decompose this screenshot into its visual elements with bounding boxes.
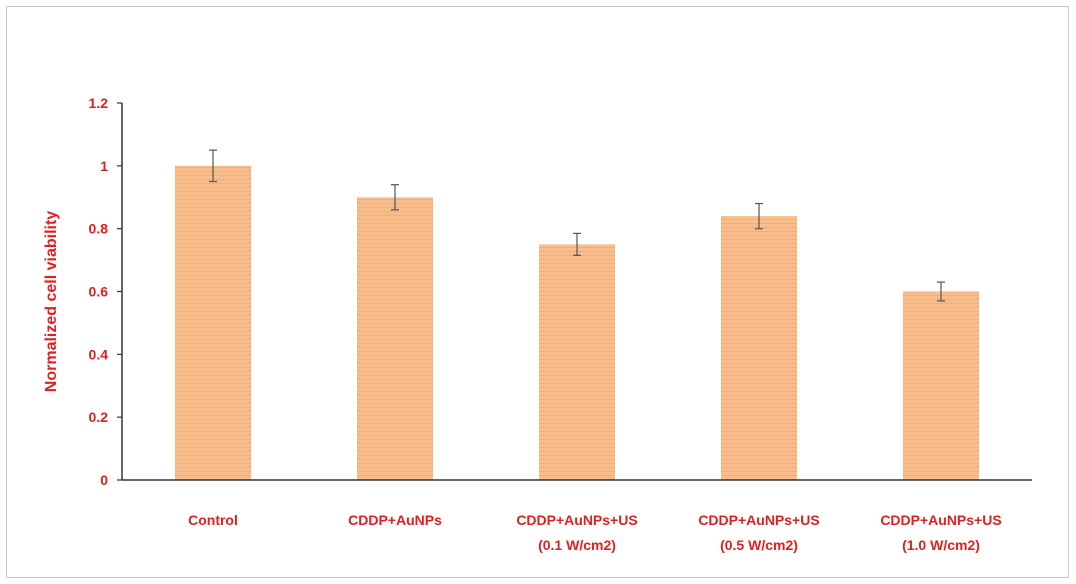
y-axis-title: Normalized cell viability xyxy=(43,211,60,393)
y-tick-label: 0.2 xyxy=(89,409,109,425)
error-bar xyxy=(573,232,581,256)
y-tick-label: 0.6 xyxy=(89,284,109,300)
bars-layer xyxy=(175,165,979,481)
x-tick-label: CDDP+AuNPs+US (1.0 W/cm2) xyxy=(880,512,1001,553)
bar xyxy=(721,216,797,480)
error-bar xyxy=(209,149,217,183)
y-tick-label: 1 xyxy=(100,158,108,174)
y-tick-label: 0 xyxy=(100,472,108,488)
bar xyxy=(175,165,251,481)
y-tick-label: 0.8 xyxy=(89,221,109,237)
bar xyxy=(357,197,433,480)
y-tick-label: 1.2 xyxy=(89,95,109,111)
x-tick-label: CDDP+AuNPs+US (0.5 W/cm2) xyxy=(698,512,819,553)
x-tick-label: Control xyxy=(188,512,238,528)
x-tick-label: CDDP+AuNPs xyxy=(348,512,442,528)
error-bar xyxy=(937,281,945,302)
x-tick-label: CDDP+AuNPs+US (0.1 W/cm2) xyxy=(516,512,637,553)
labels-layer: 0 0.2 0.4 0.6 0.8 1 1.2 Control CDDP+AuNPs CDDP+A… xyxy=(89,95,1002,553)
error-bar xyxy=(755,202,763,230)
y-tick-label: 0.4 xyxy=(89,346,109,362)
axes-layer xyxy=(117,102,1032,481)
error-bars-layer xyxy=(209,149,945,302)
error-bar xyxy=(391,184,399,211)
bar xyxy=(903,291,979,480)
bar xyxy=(539,244,615,480)
